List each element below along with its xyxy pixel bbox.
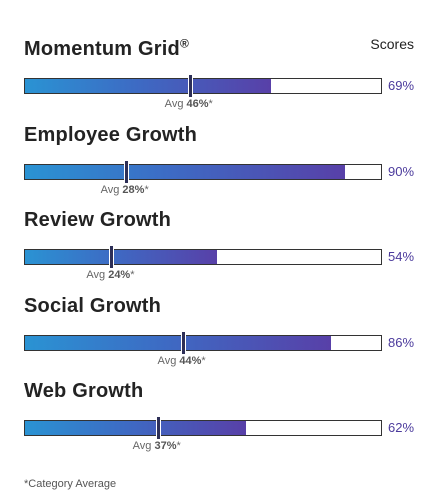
average-label: Avg 28%*: [100, 184, 149, 196]
metric-title: Review Growth: [24, 209, 172, 231]
metric-title: Employee Growth: [24, 124, 198, 146]
score-bar-fill: [25, 165, 346, 179]
score-bar-fill: [25, 250, 218, 264]
score-bar: [24, 417, 382, 439]
score-bar: [24, 161, 382, 183]
registered-mark: ®: [179, 36, 189, 51]
score-bar: [24, 246, 382, 268]
average-marker: [123, 161, 129, 183]
metric-title: Social Growth: [24, 295, 162, 317]
metric-title: Web Growth: [24, 380, 144, 402]
average-label: Avg 46%*: [164, 98, 213, 110]
score-bar: [24, 332, 382, 354]
score-value: 54%: [388, 249, 415, 264]
score-value: 90%: [388, 164, 415, 179]
average-marker: [155, 417, 161, 439]
score-bar-fill: [25, 421, 246, 435]
score-value: 69%: [388, 78, 415, 93]
score-value: 86%: [388, 335, 415, 350]
metric-review-growth: Review Growth 54% Avg 24%*: [24, 209, 414, 289]
score-bar-fill: [25, 79, 271, 93]
scores-header: Scores: [370, 36, 414, 52]
score-bar: [24, 75, 382, 97]
metric-web-growth: Web Growth 62% Avg 37%*: [24, 380, 414, 460]
metric-title: Momentum Grid®: [24, 36, 189, 60]
score-value: 62%: [388, 420, 415, 435]
score-bar-fill: [25, 336, 332, 350]
average-label: Avg 37%*: [132, 440, 181, 452]
metric-social-growth: Social Growth 86% Avg 44%*: [24, 295, 414, 375]
footnote: *Category Average: [24, 478, 117, 490]
metric-employee-growth: Employee Growth 90% Avg 28%*: [24, 124, 414, 204]
average-marker: [187, 75, 193, 97]
average-marker: [180, 332, 186, 354]
average-marker: [109, 246, 115, 268]
metric-momentum-grid: Momentum Grid® 69% Avg 46%*: [24, 36, 415, 118]
average-label: Avg 44%*: [157, 355, 206, 367]
average-label: Avg 24%*: [86, 269, 135, 281]
